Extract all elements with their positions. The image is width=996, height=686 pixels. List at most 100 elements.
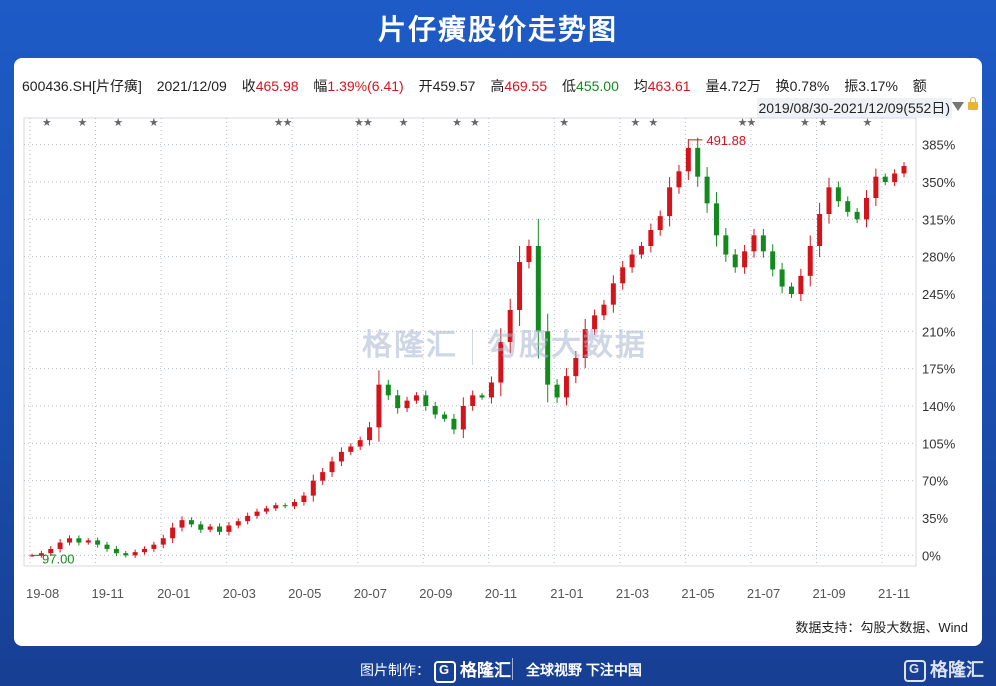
quote-info-row: 600436.SH[片仔癀] 2021/12/09 收465.98 幅1.39%… (22, 76, 927, 96)
event-star-icon: ★ (738, 117, 748, 129)
low-label: 低 (562, 78, 577, 94)
avg-label: 均 (633, 78, 648, 94)
candle-body (788, 286, 794, 294)
candle-body (563, 376, 569, 398)
watermark-right: 勾股大数据 (487, 329, 647, 362)
candle-body (882, 176, 888, 182)
candle-body (413, 395, 419, 401)
candle-body (873, 176, 879, 198)
candle-body (179, 520, 185, 528)
candle-body (535, 246, 541, 332)
avg-value: 463.61 (647, 78, 691, 94)
event-star-icon: ★ (631, 117, 641, 129)
candle-body (292, 502, 298, 507)
candle-body (348, 446, 354, 452)
candle-body (338, 451, 344, 462)
candle-body (67, 538, 73, 543)
candle-body (451, 418, 457, 430)
candle-body (442, 414, 448, 419)
candle-body (404, 400, 410, 409)
x-tick-label: 20-03 (223, 586, 256, 601)
candle-body (395, 395, 401, 409)
candle-body (835, 187, 841, 202)
volume-value: 4.72万 (719, 78, 761, 94)
date-range-selector[interactable]: 2019/08/30-2021/12/09(552日) (756, 98, 952, 118)
y-tick-label: 175% (922, 362, 956, 377)
y-tick-label: 105% (922, 436, 956, 451)
candle-body (367, 427, 373, 441)
candle-body (198, 524, 204, 530)
event-star-icon: ★ (399, 117, 409, 129)
event-star-icon: ★ (78, 117, 88, 129)
candle-body (751, 235, 757, 252)
x-tick-label: 21-11 (878, 586, 910, 601)
candle-body (357, 440, 363, 447)
candle-body (160, 538, 166, 545)
high-label: 高 (490, 78, 505, 94)
y-tick-label: 245% (922, 287, 956, 302)
candle-body (254, 511, 260, 516)
made-by-label: 图片制作： (360, 662, 430, 678)
candle-body (385, 384, 391, 396)
lock-icon[interactable] (968, 97, 978, 110)
candle-body (498, 342, 504, 383)
change-label: 幅 (313, 78, 328, 94)
candle-body (38, 553, 44, 556)
footer-logo-text: 格隆汇 (460, 661, 511, 680)
event-star-icon: ★ (747, 117, 757, 129)
candle-body (376, 384, 382, 428)
candle-body (217, 526, 223, 532)
candle-body (638, 246, 644, 255)
open-label: 开 (418, 78, 433, 94)
candle-body (742, 251, 748, 268)
amplitude-label: 振 (844, 78, 859, 94)
volume-label: 量 (705, 78, 720, 94)
candle-body (95, 540, 101, 545)
candle-body (620, 267, 626, 284)
candle-body (123, 553, 129, 556)
candle-body (779, 269, 785, 287)
y-tick-label: 315% (922, 212, 956, 227)
candle-body (845, 201, 851, 212)
x-tick-label: 21-03 (616, 586, 649, 601)
candle-body (207, 526, 213, 530)
y-tick-label: 210% (922, 324, 956, 339)
candle-body (273, 505, 279, 509)
chevron-down-icon[interactable] (952, 102, 964, 111)
candle-body (798, 275, 804, 294)
candle-body (826, 187, 832, 214)
high-annotation: 491.88 (706, 133, 746, 148)
candle-body (807, 246, 813, 276)
y-tick-label: 0% (922, 548, 941, 563)
event-star-icon: ★ (42, 117, 52, 129)
x-tick-label: 21-07 (747, 586, 780, 601)
x-tick-label: 20-11 (485, 586, 517, 601)
candle-body (732, 254, 738, 268)
candle-body (704, 176, 710, 204)
candle-body (76, 538, 82, 543)
candle-body (854, 211, 860, 220)
candle-body (226, 525, 232, 532)
y-tick-label: 140% (922, 399, 956, 414)
x-tick-label: 19-08 (26, 586, 59, 601)
x-tick-label: 20-09 (419, 586, 452, 601)
low-annotation: 97.00 (42, 551, 75, 566)
candle-body (310, 480, 316, 496)
candle-body (713, 203, 719, 236)
candle-body (329, 461, 335, 473)
change-value: 1.39%(6.41) (327, 78, 404, 94)
candle-body (188, 520, 194, 525)
candle-body (132, 552, 138, 556)
event-star-icon: ★ (559, 117, 569, 129)
footer-divider (512, 658, 513, 680)
candle-body (863, 198, 869, 220)
page-title: 片仔癀股价走势图 (377, 14, 618, 45)
amplitude-value: 3.17% (858, 78, 898, 94)
candle-body (263, 508, 269, 512)
event-star-icon: ★ (800, 117, 810, 129)
candle-body (892, 173, 898, 182)
candle-body (685, 147, 691, 172)
event-star-icon: ★ (648, 117, 658, 129)
event-star-icon: ★ (149, 117, 159, 129)
candle-body (545, 331, 551, 385)
